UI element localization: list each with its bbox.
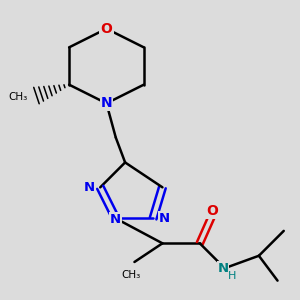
Text: CH₃: CH₃ [122,270,141,280]
Text: N: N [83,181,94,194]
Text: O: O [100,22,112,36]
Text: CH₃: CH₃ [9,92,28,102]
Text: N: N [159,212,170,225]
Text: H: H [228,271,237,281]
Text: N: N [218,262,229,275]
Text: O: O [206,204,218,218]
Text: N: N [110,214,121,226]
Text: N: N [100,96,112,110]
